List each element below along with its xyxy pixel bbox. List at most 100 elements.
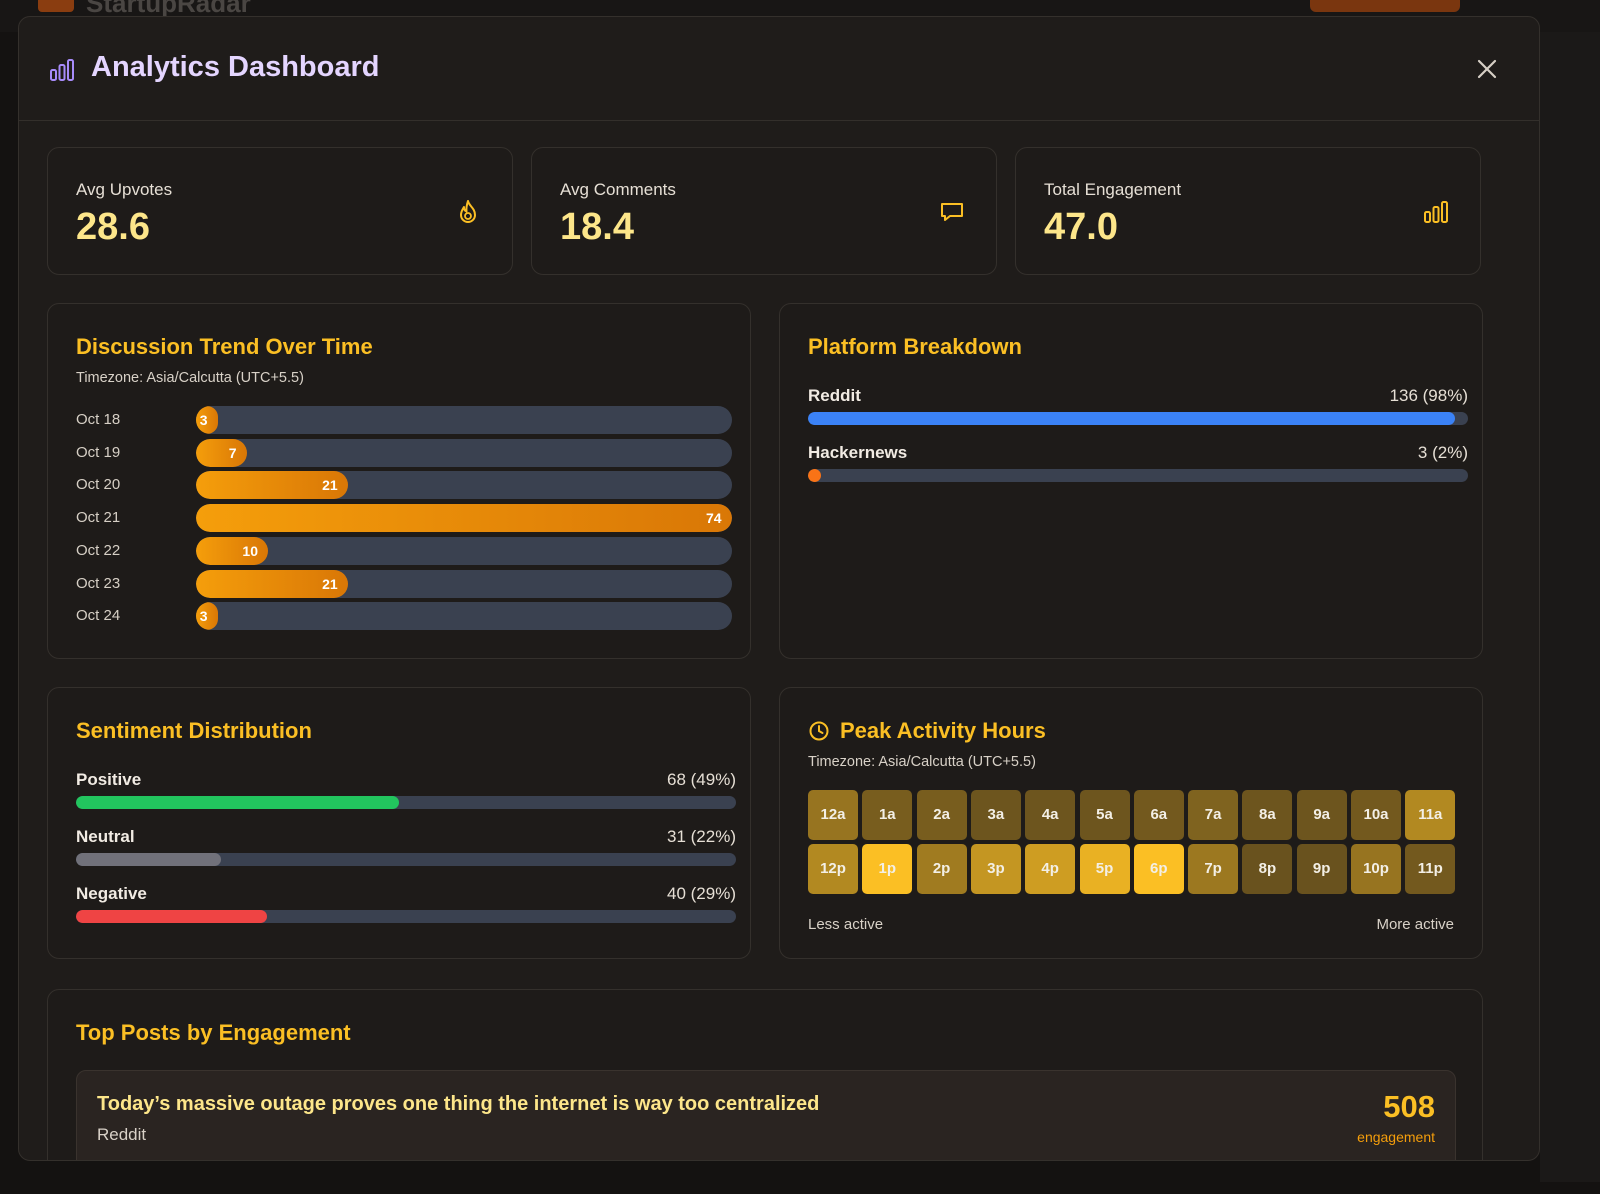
platform-value: 3 (2%) xyxy=(1417,443,1468,462)
legend-less-active: Less active xyxy=(808,916,884,933)
trend-bar-track: 74 xyxy=(196,504,732,533)
trend-bar-track: 21 xyxy=(196,569,732,598)
trend-bar xyxy=(196,602,218,631)
section-title: Peak Activity Hours xyxy=(840,718,1046,743)
background-action-button[interactable] xyxy=(1310,0,1460,12)
heatmap-cell-9a[interactable]: 9a xyxy=(1296,790,1347,840)
heatmap-cell-2p[interactable]: 2p xyxy=(916,844,967,894)
analytics-modal: Analytics Dashboard Avg Upvotes 28.6 Avg… xyxy=(18,16,1540,1161)
heatmap-cell-7a[interactable]: 7a xyxy=(1188,790,1239,840)
heatmap-cell-1a[interactable]: 1a xyxy=(862,790,913,840)
heatmap-cell-8p[interactable]: 8p xyxy=(1242,844,1293,894)
stat-label: Avg Upvotes xyxy=(76,180,173,199)
sentiment-label: Neutral xyxy=(76,827,135,846)
trend-date-label: Oct 18 xyxy=(76,411,121,428)
trend-bar xyxy=(196,471,349,500)
section-title: Sentiment Distribution xyxy=(76,718,312,743)
sentiment-card: Sentiment Distribution Positive 68 (49%)… xyxy=(47,687,751,959)
progress-track xyxy=(76,910,736,923)
post-engagement-score: 508 xyxy=(1383,1089,1435,1124)
progress-fill xyxy=(808,469,822,482)
trend-bar xyxy=(196,536,269,565)
stat-label: Avg Comments xyxy=(560,180,676,199)
stat-value: 28.6 xyxy=(76,206,150,248)
stat-value: 18.4 xyxy=(560,206,634,248)
trend-bar-track: 21 xyxy=(196,471,732,500)
heatmap-cell-4a[interactable]: 4a xyxy=(1025,790,1076,840)
heatmap-cell-11p[interactable]: 11p xyxy=(1405,844,1456,894)
sentiment-label: Negative xyxy=(76,884,147,903)
trend-bar-track: 3 xyxy=(196,406,732,434)
progress-track xyxy=(76,853,736,866)
heatmap-cell-10p[interactable]: 10p xyxy=(1351,844,1401,894)
section-title: Platform Breakdown xyxy=(808,334,1022,359)
modal-title: Analytics Dashboard xyxy=(91,51,380,83)
trend-bar-value: 21 xyxy=(322,575,338,592)
heatmap-cell-6p[interactable]: 6p xyxy=(1133,844,1184,894)
progress-fill xyxy=(76,910,268,923)
heatmap-cell-7p[interactable]: 7p xyxy=(1188,844,1239,894)
heatmap-cell-1p[interactable]: 1p xyxy=(862,844,913,894)
trend-date-label: Oct 22 xyxy=(76,541,121,559)
sentiment-value: 31 (22%) xyxy=(667,827,736,846)
heatmap-cell-6a[interactable]: 6a xyxy=(1133,790,1184,840)
trend-bar-value: 21 xyxy=(322,477,338,494)
heatmap-cell-11a[interactable]: 11a xyxy=(1405,790,1456,840)
sentiment-value: 68 (49%) xyxy=(667,770,736,789)
post-engagement-label: engagement xyxy=(1357,1129,1435,1145)
trend-row: Oct 23 21 xyxy=(76,569,736,598)
sentiment-label: Positive xyxy=(76,770,142,789)
clock-icon xyxy=(809,721,829,741)
trend-bar-track: 3 xyxy=(196,602,732,631)
trend-bar-value: 74 xyxy=(706,510,722,527)
heatmap-cell-5p[interactable]: 5p xyxy=(1079,844,1130,894)
sentiment-row-positive: Positive 68 (49%) xyxy=(76,770,736,820)
platform-label: Reddit xyxy=(808,386,861,405)
platform-row-hackernews: Hackernews 3 (2%) xyxy=(808,443,1468,493)
app-name: StartupRadar xyxy=(86,0,251,18)
heatmap-cell-10a[interactable]: 10a xyxy=(1351,790,1401,840)
trend-date-label: Oct 24 xyxy=(76,607,121,625)
post-title[interactable]: Today’s massive outage proves one thing … xyxy=(97,1093,820,1115)
stat-value: 47.0 xyxy=(1044,206,1118,248)
progress-fill xyxy=(76,853,222,866)
background-panel xyxy=(1540,32,1600,1182)
trend-row: Oct 19 7 xyxy=(76,438,736,467)
timezone-label: Timezone: Asia/Calcutta (UTC+5.5) xyxy=(76,370,304,386)
heatmap-cell-3p[interactable]: 3p xyxy=(970,844,1021,894)
heatmap-cell-8a[interactable]: 8a xyxy=(1242,790,1293,840)
stat-card-avg-comments: Avg Comments 18.4 xyxy=(531,147,997,275)
platform-value: 136 (98%) xyxy=(1389,386,1468,405)
trend-bar xyxy=(196,406,218,434)
heatmap-cell-5a[interactable]: 5a xyxy=(1079,790,1130,840)
heatmap-cell-12p[interactable]: 12p xyxy=(808,844,858,894)
trend-bar xyxy=(196,569,349,598)
sentiment-row-neutral: Neutral 31 (22%) xyxy=(76,827,736,877)
discussion-trend-card: Discussion Trend Over Time Timezone: Asi… xyxy=(47,303,751,659)
section-title: Discussion Trend Over Time xyxy=(76,334,373,359)
legend-more-active: More active xyxy=(1376,916,1454,933)
heatmap-cell-3a[interactable]: 3a xyxy=(970,790,1021,840)
close-icon[interactable] xyxy=(1473,55,1501,83)
trend-row: Oct 21 74 xyxy=(76,504,736,533)
heatmap-cell-9p[interactable]: 9p xyxy=(1296,844,1347,894)
peak-activity-card: Peak Activity Hours Timezone: Asia/Calcu… xyxy=(779,687,1483,959)
trend-bar-track: 7 xyxy=(196,438,732,467)
post-item[interactable]: Today’s massive outage proves one thing … xyxy=(76,1070,1456,1160)
trend-bar-value: 3 xyxy=(199,608,208,625)
flame-icon xyxy=(460,200,476,223)
trend-row: Oct 24 3 xyxy=(76,602,736,631)
heatmap-cell-4p[interactable]: 4p xyxy=(1025,844,1076,894)
heatmap-cell-2a[interactable]: 2a xyxy=(916,790,967,840)
heatmap-cell-12a[interactable]: 12a xyxy=(808,790,858,840)
trend-date-label: Oct 20 xyxy=(76,476,121,494)
progress-fill xyxy=(808,412,1455,425)
bar-chart-icon xyxy=(50,59,74,81)
top-posts-card: Top Posts by Engagement Today’s massive … xyxy=(47,989,1483,1160)
trend-date-label: Oct 21 xyxy=(76,509,121,527)
trend-bar-track: 10 xyxy=(196,536,732,565)
section-title: Top Posts by Engagement xyxy=(76,1020,351,1045)
stat-card-total-engagement: Total Engagement 47.0 xyxy=(1015,147,1481,275)
trend-row: Oct 22 10 xyxy=(76,536,736,565)
trend-bar-value: 10 xyxy=(242,542,258,559)
